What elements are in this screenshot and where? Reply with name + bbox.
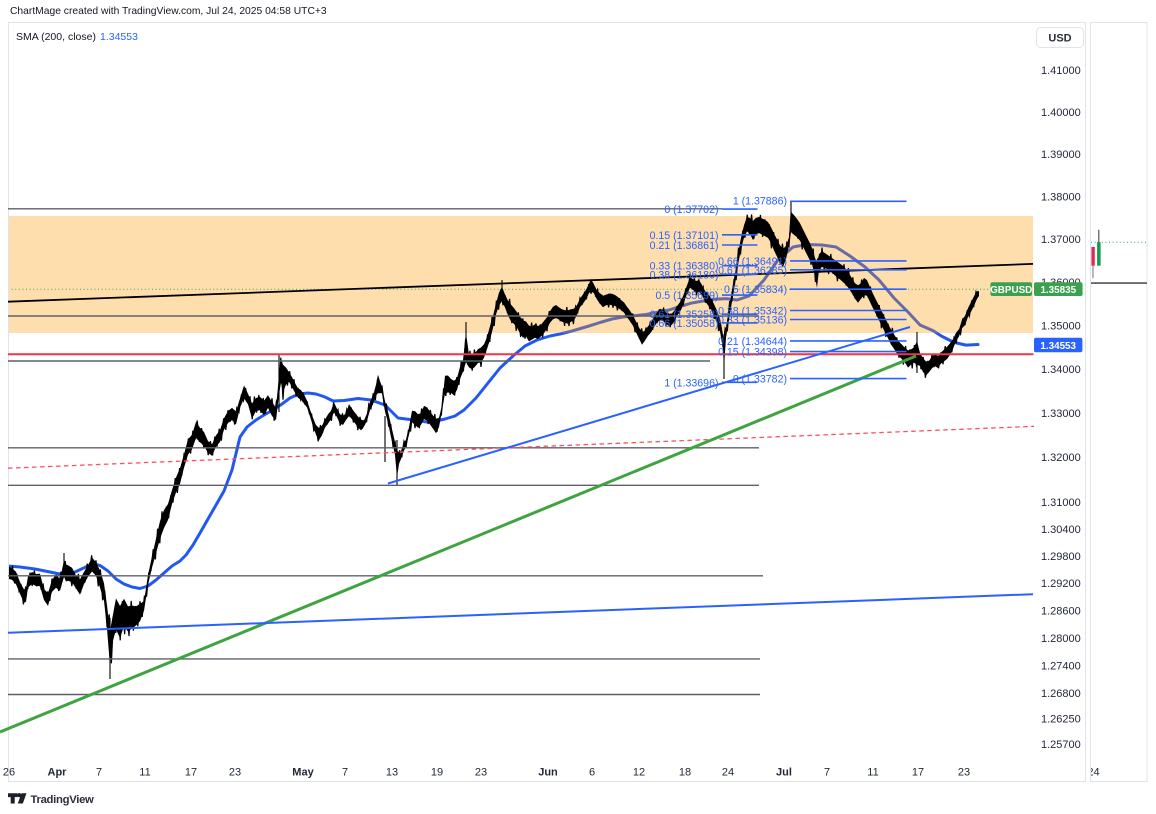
svg-text:1.37000: 1.37000 — [1041, 234, 1081, 246]
svg-text:0.66 (1.35058): 0.66 (1.35058) — [650, 318, 719, 330]
svg-text:24: 24 — [1087, 767, 1099, 779]
svg-text:13: 13 — [386, 767, 398, 779]
svg-text:1.29200: 1.29200 — [1041, 578, 1081, 590]
svg-text:TradingView: TradingView — [31, 794, 95, 806]
svg-text:1 (1.37886): 1 (1.37886) — [733, 195, 787, 207]
svg-text:0.15 (1.37101): 0.15 (1.37101) — [650, 230, 719, 242]
svg-text:0.33 (1.36380): 0.33 (1.36380) — [650, 261, 719, 273]
svg-text:1.41000: 1.41000 — [1041, 65, 1081, 77]
svg-text:1.33000: 1.33000 — [1041, 408, 1081, 420]
svg-text:1.38000: 1.38000 — [1041, 191, 1081, 203]
svg-text:26: 26 — [3, 767, 15, 779]
svg-text:1.35000: 1.35000 — [1041, 320, 1081, 332]
svg-text:6: 6 — [589, 767, 595, 779]
svg-text:11: 11 — [867, 767, 878, 779]
svg-text:11: 11 — [139, 767, 150, 779]
svg-text:1.34553: 1.34553 — [1040, 341, 1076, 352]
svg-text:1.26250: 1.26250 — [1041, 714, 1081, 726]
svg-text:23: 23 — [229, 767, 241, 779]
svg-text:0.38 (1.36180): 0.38 (1.36180) — [650, 269, 719, 281]
svg-text:1.34000: 1.34000 — [1041, 364, 1081, 376]
svg-text:0 (1.37702): 0 (1.37702) — [664, 204, 718, 216]
svg-text:18: 18 — [679, 767, 691, 779]
svg-text:0.5 (1.35699): 0.5 (1.35699) — [655, 290, 718, 302]
svg-text:SMA (200, close): SMA (200, close) — [16, 31, 96, 43]
svg-text:Apr: Apr — [48, 767, 68, 779]
svg-text:1.28600: 1.28600 — [1041, 605, 1081, 617]
svg-text:23: 23 — [475, 767, 487, 779]
svg-text:Jun: Jun — [538, 767, 558, 779]
svg-text:1.27400: 1.27400 — [1041, 660, 1081, 672]
svg-text:0.61 (1.35258): 0.61 (1.35258) — [650, 309, 719, 321]
svg-text:USD: USD — [1048, 33, 1071, 45]
svg-text:1.25700: 1.25700 — [1041, 739, 1081, 751]
svg-text:0.5 (1.35834): 0.5 (1.35834) — [724, 284, 787, 296]
svg-text:1.30400: 1.30400 — [1041, 524, 1081, 536]
svg-text:17: 17 — [185, 767, 197, 779]
svg-text:0.33 (1.35136): 0.33 (1.35136) — [718, 315, 787, 327]
svg-text:1.26800: 1.26800 — [1041, 688, 1081, 700]
svg-text:1.32000: 1.32000 — [1041, 452, 1081, 464]
svg-text:GBPUSD: GBPUSD — [990, 285, 1032, 296]
svg-text:1 (1.33696): 1 (1.33696) — [664, 377, 718, 389]
svg-text:0.15 (1.34398): 0.15 (1.34398) — [718, 347, 787, 359]
svg-text:0.21 (1.34644): 0.21 (1.34644) — [718, 336, 787, 348]
svg-text:0.61 (1.36285): 0.61 (1.36285) — [718, 265, 787, 277]
svg-text:7: 7 — [342, 767, 348, 779]
svg-text:1.34553: 1.34553 — [100, 31, 138, 43]
svg-text:1.31000: 1.31000 — [1041, 497, 1081, 509]
svg-text:1.28000: 1.28000 — [1041, 633, 1081, 645]
svg-text:0.21 (1.36861): 0.21 (1.36861) — [650, 240, 719, 252]
svg-text:ChartMage created with Trading: ChartMage created with TradingView.com, … — [10, 6, 327, 17]
svg-text:12: 12 — [633, 767, 645, 779]
svg-text:1.29800: 1.29800 — [1041, 551, 1081, 563]
svg-text:24: 24 — [722, 767, 734, 779]
svg-text:0.38 (1.35342): 0.38 (1.35342) — [718, 306, 787, 318]
svg-text:May: May — [292, 767, 314, 779]
svg-text:0 (1.33782): 0 (1.33782) — [733, 374, 787, 386]
svg-text:19: 19 — [431, 767, 443, 779]
svg-text:7: 7 — [824, 767, 830, 779]
svg-text:Jul: Jul — [776, 767, 792, 779]
svg-text:1.35835: 1.35835 — [1040, 285, 1076, 296]
svg-text:1.40000: 1.40000 — [1041, 107, 1081, 119]
svg-text:0.66 (1.36491): 0.66 (1.36491) — [718, 256, 787, 268]
svg-text:17: 17 — [912, 767, 924, 779]
svg-text:23: 23 — [958, 767, 970, 779]
svg-text:7: 7 — [96, 767, 102, 779]
svg-text:1.39000: 1.39000 — [1041, 149, 1081, 161]
